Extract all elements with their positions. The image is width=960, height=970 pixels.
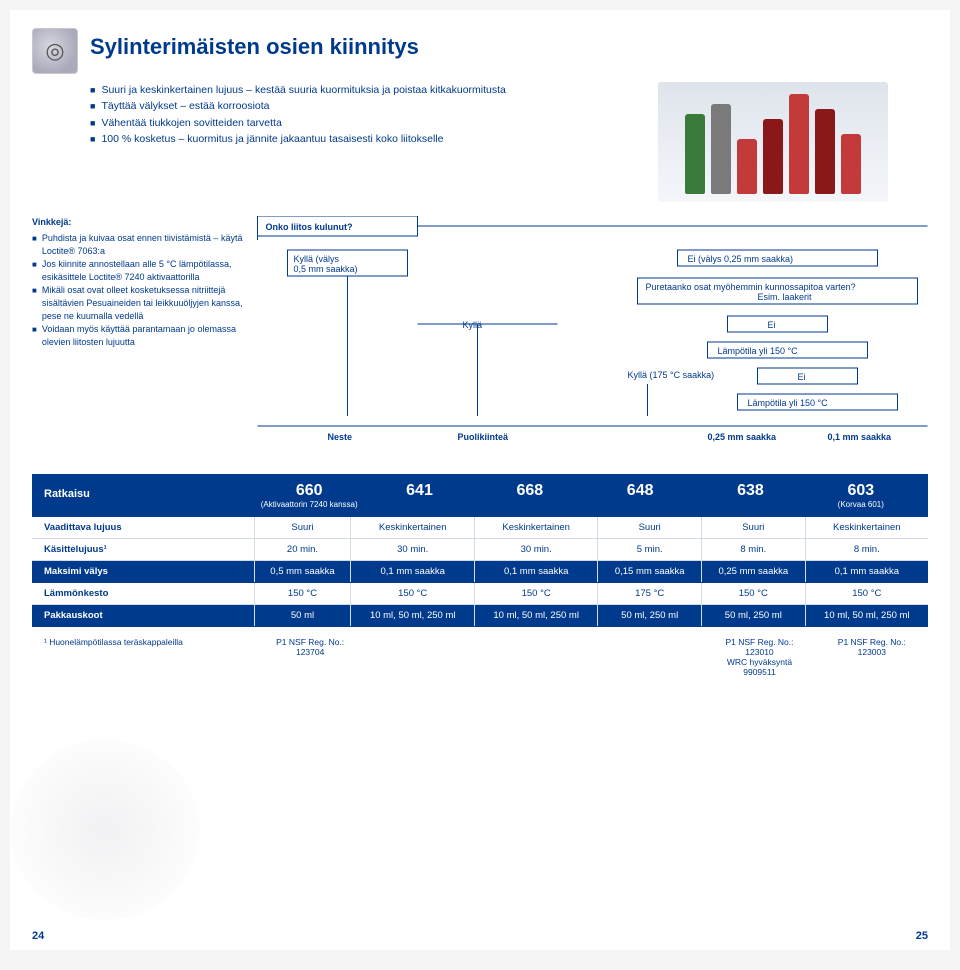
- decision-flowchart: Onko liitos kulunut? Kyllä (välys 0,5 mm…: [257, 216, 928, 466]
- svg-text:Puretaanko osat myöhemmin kunn: Puretaanko osat myöhemmin kunnossapitoa …: [646, 282, 856, 292]
- svg-text:Lämpötila yli 150 °C: Lämpötila yli 150 °C: [748, 398, 829, 408]
- svg-text:Onko liitos kulunut?: Onko liitos kulunut?: [266, 222, 353, 232]
- svg-text:0,25 mm saakka: 0,25 mm saakka: [708, 432, 778, 442]
- footnote-cell: P1 NSF Reg. No.: 123010 WRC hyväksyntä 9…: [703, 637, 815, 677]
- svg-text:Ei: Ei: [768, 320, 776, 330]
- intro-bullet: Täyttää välykset – estää korroosiota: [90, 98, 506, 114]
- svg-text:Kyllä: Kyllä: [463, 320, 483, 330]
- tip-item: Puhdista ja kuivaa osat ennen tiivistämi…: [32, 232, 247, 258]
- intro-bullet: Suuri ja keskinkertainen lujuus – kestää…: [90, 82, 506, 98]
- tip-item: Voidaan myös käyttää parantamaan jo olem…: [32, 323, 247, 349]
- svg-text:Lämpötila yli 150 °C: Lämpötila yli 150 °C: [718, 346, 799, 356]
- tips-title: Vinkkejä:: [32, 216, 247, 229]
- tips-panel: Vinkkejä: Puhdista ja kuivaa osat ennen …: [32, 216, 247, 466]
- svg-text:Esim. laakerit: Esim. laakerit: [758, 292, 813, 302]
- solution-column: 660(Aktivaattorin 7240 kanssa): [254, 482, 364, 509]
- table-row: Lämmönkesto150 °C150 °C150 °C175 °C150 °…: [32, 583, 928, 605]
- svg-text:Kyllä (välys: Kyllä (välys: [294, 254, 340, 264]
- spec-table: Vaadittava lujuusSuuriKeskinkertainenKes…: [32, 517, 928, 627]
- intro-bullet: 100 % kosketus – kuormitus ja jännite ja…: [90, 131, 506, 147]
- intro-bullet-list: Suuri ja keskinkertainen lujuus – kestää…: [90, 82, 506, 202]
- solution-column: 641: [364, 482, 474, 509]
- solution-column: 668: [475, 482, 585, 509]
- product-bottle: [685, 114, 705, 194]
- svg-text:Kyllä (175 °C saakka): Kyllä (175 °C saakka): [628, 370, 715, 380]
- svg-text:0,5 mm saakka): 0,5 mm saakka): [294, 264, 358, 274]
- category-icon: ◎: [32, 28, 78, 74]
- product-bottle: [841, 134, 861, 194]
- background-gear-image: [10, 740, 200, 920]
- svg-text:Ei (välys 0,25 mm saakka): Ei (välys 0,25 mm saakka): [688, 254, 794, 264]
- svg-text:Puolikiinteä: Puolikiinteä: [458, 432, 510, 442]
- footnote-cell: P1 NSF Reg. No.: 123003: [816, 637, 928, 677]
- table-row: Vaadittava lujuusSuuriKeskinkertainenKes…: [32, 517, 928, 539]
- product-bottle: [711, 104, 731, 194]
- product-bottle: [763, 119, 783, 194]
- table-row: Maksimi välys0,5 mm saakka0,1 mm saakka0…: [32, 561, 928, 583]
- footnote-cell: [366, 637, 478, 677]
- tip-item: Mikäli osat ovat olleet kosketuksessa ni…: [32, 284, 247, 323]
- table-row: Käsittelujuus¹20 min.30 min.30 min.5 min…: [32, 539, 928, 561]
- solution-column: 648: [585, 482, 695, 509]
- svg-text:Ei: Ei: [798, 372, 806, 382]
- product-bottle: [815, 109, 835, 194]
- footnote-cell: [591, 637, 703, 677]
- svg-text:Neste: Neste: [328, 432, 353, 442]
- page-number-right: 25: [916, 930, 928, 942]
- footnote-cell: P1 NSF Reg. No.: 123704: [254, 637, 366, 677]
- footnotes: ¹ Huonelämpötilassa teräskappaleilla P1 …: [32, 637, 928, 677]
- solution-column: 603(Korvaa 601): [806, 482, 916, 509]
- page-title: Sylinterimäisten osien kiinnitys: [90, 34, 419, 60]
- footnote-cell: [479, 637, 591, 677]
- product-bottle: [789, 94, 809, 194]
- tip-item: Jos kiinnite annostellaan alle 5 °C lämp…: [32, 258, 247, 284]
- intro-bullet: Vähentää tiukkojen sovitteiden tarvetta: [90, 115, 506, 131]
- table-row: Pakkauskoot50 ml10 ml, 50 ml, 250 ml10 m…: [32, 605, 928, 627]
- product-bottle: [737, 139, 757, 194]
- page-number-left: 24: [32, 930, 44, 942]
- solution-column: 638: [695, 482, 805, 509]
- solutions-header: Ratkaisu 660(Aktivaattorin 7240 kanssa)6…: [32, 474, 928, 517]
- svg-text:0,1 mm saakka: 0,1 mm saakka: [828, 432, 893, 442]
- product-photo: [658, 82, 888, 202]
